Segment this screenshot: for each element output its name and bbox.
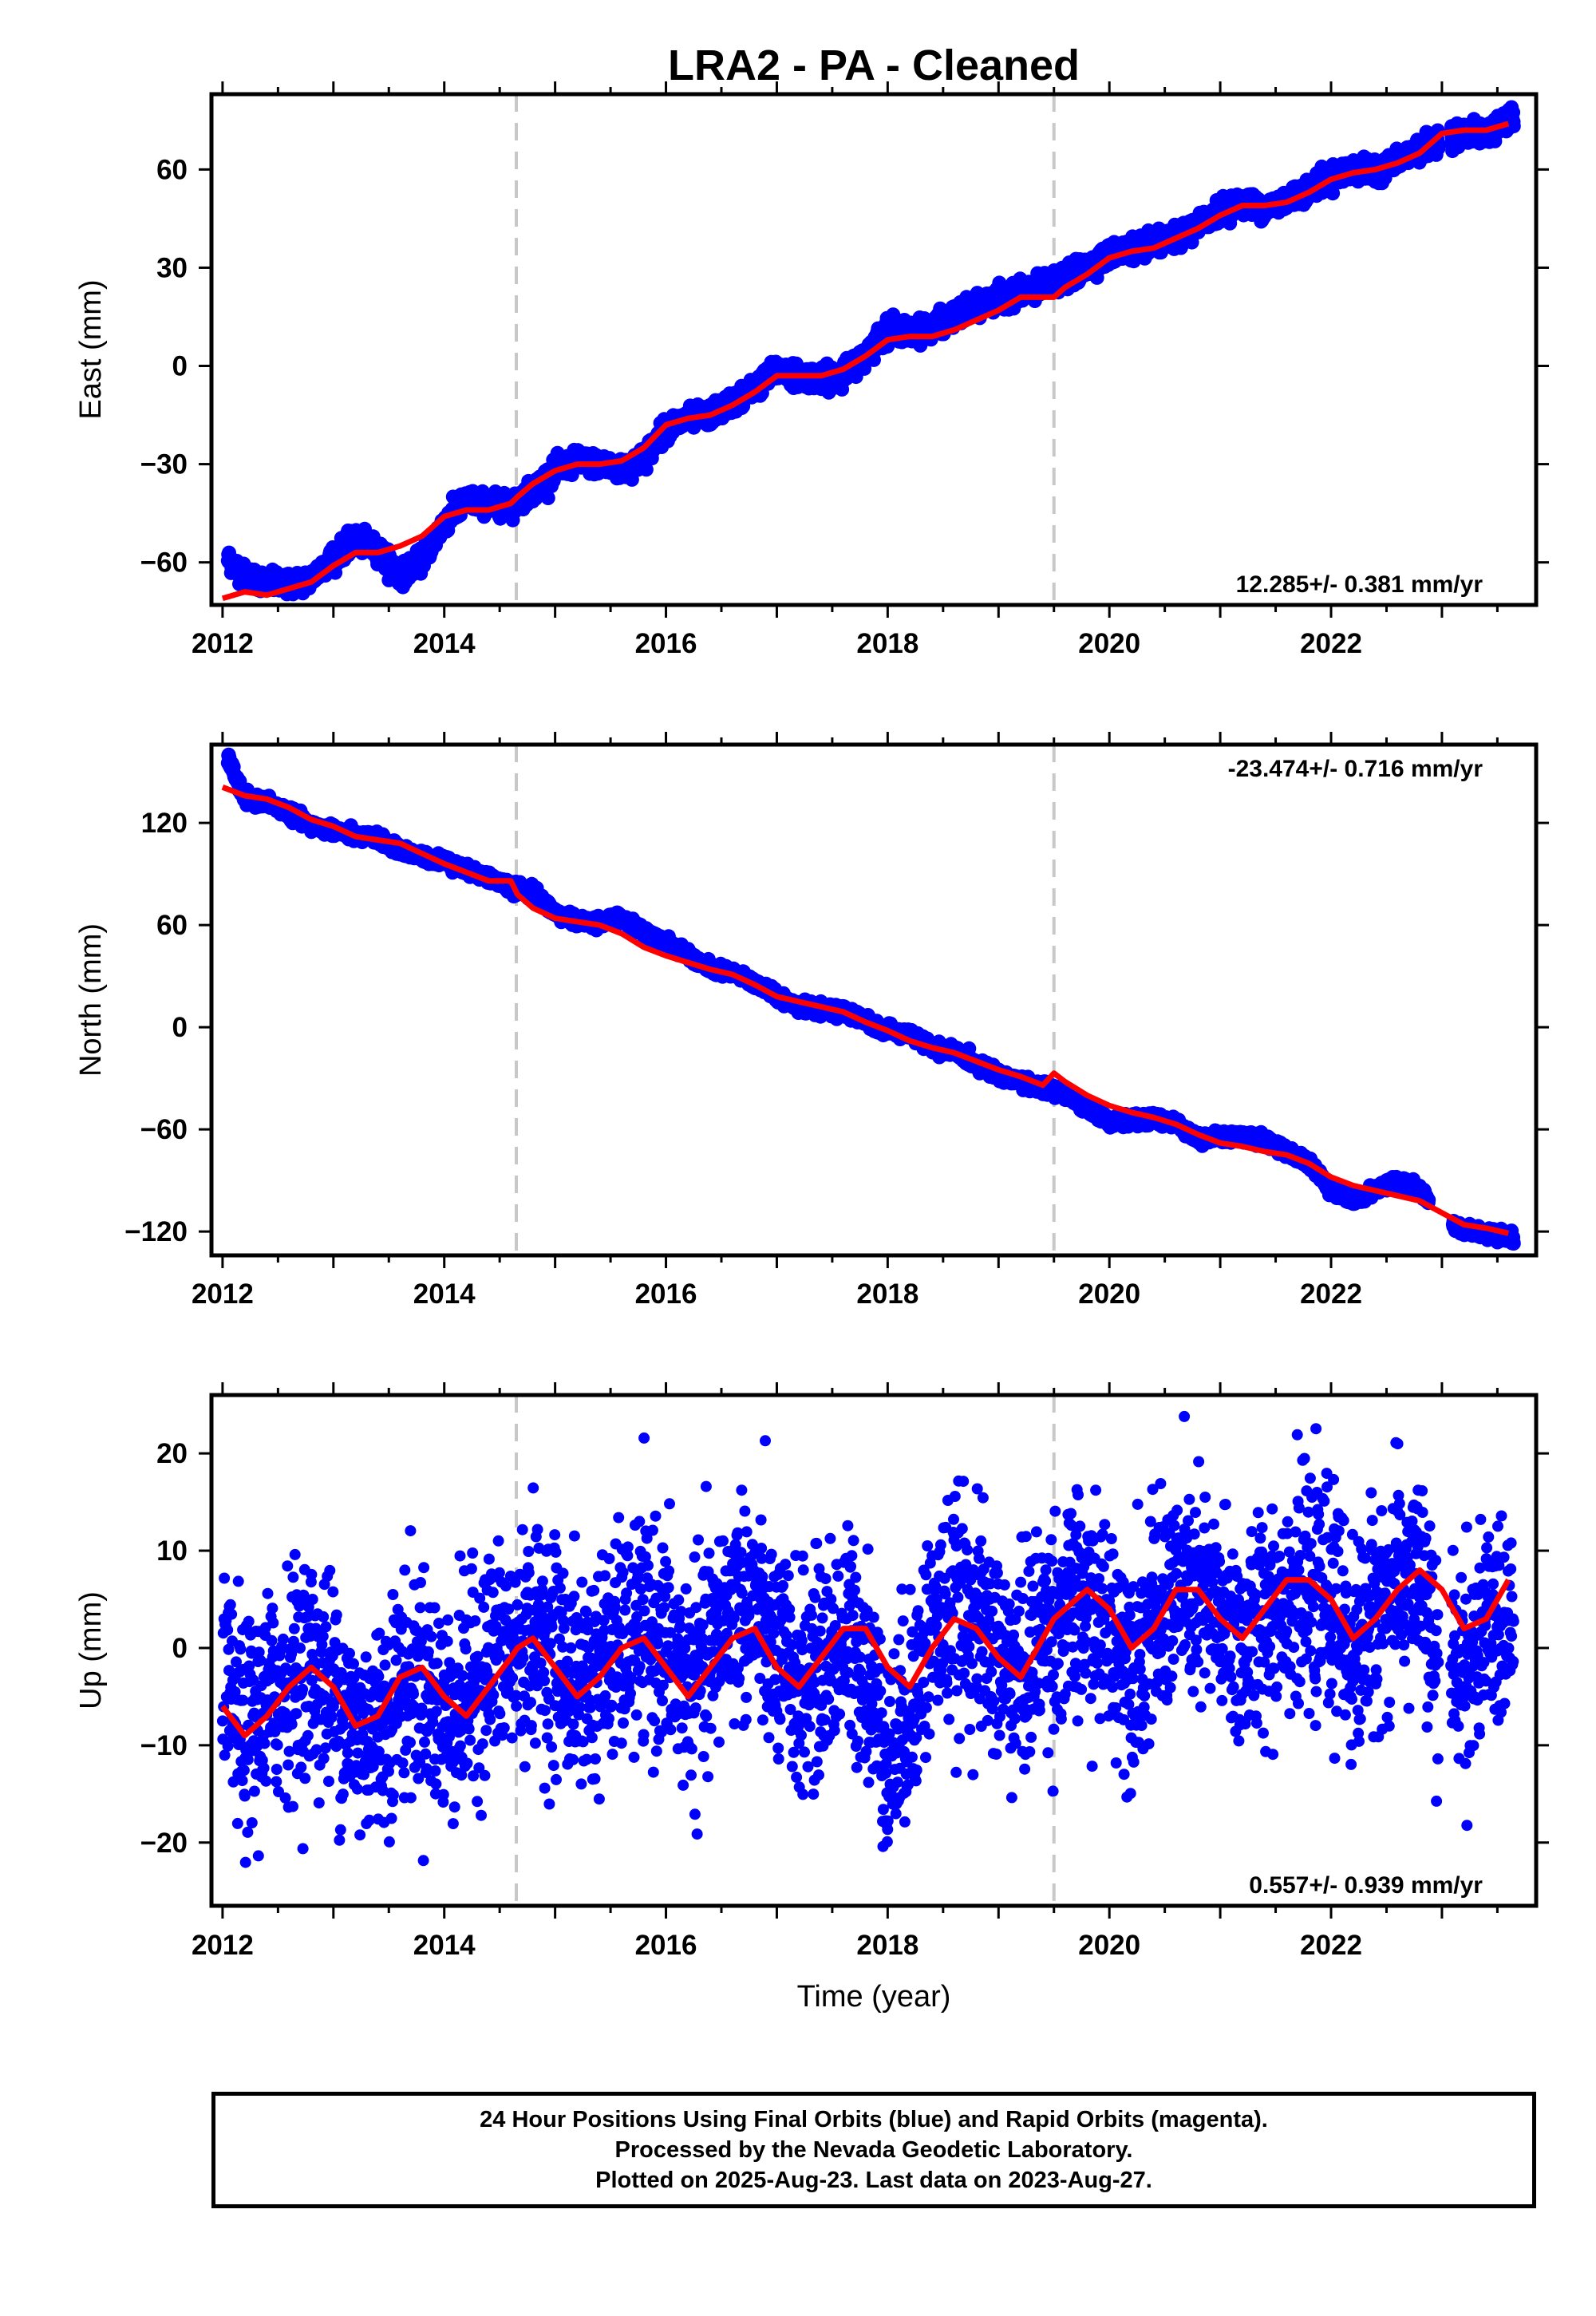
y-tick-label: 60 xyxy=(156,154,188,185)
panel-east: 2012 2014 2016 2018 2020 2022 −60 −30 0 30 60 East … xyxy=(74,81,1549,659)
data-point xyxy=(1506,119,1521,134)
x-tick-label: 2022 xyxy=(1300,628,1362,659)
plot-area xyxy=(220,747,1521,1251)
y-tick-label: −30 xyxy=(140,449,188,480)
series-model-fit xyxy=(221,121,1510,602)
x-tick-label: 2018 xyxy=(856,628,918,659)
data-point xyxy=(1431,140,1446,156)
panels: 2012 2014 2016 2018 2020 2022 −60 −30 0 30 60 East … xyxy=(74,81,1549,1961)
plot-area xyxy=(220,100,1521,602)
velocity-annotation: 12.285+/- 0.381 mm/yr xyxy=(1236,571,1483,598)
y-axis-label: East (mm) xyxy=(74,279,108,419)
y-tick-label: −60 xyxy=(140,547,188,579)
panel-north: 2012 2014 2016 2018 2020 2022−120−60060120Nor… xyxy=(74,732,1549,1310)
y-tick-label: 30 xyxy=(156,252,188,283)
x-tick-label: 2020 xyxy=(1078,628,1140,659)
panel-frame xyxy=(209,92,1539,607)
data-point xyxy=(638,462,654,477)
x-tick-label: 2016 xyxy=(635,628,697,659)
x-tick-label: 2012 xyxy=(192,628,254,659)
series-final-orbits xyxy=(220,747,1521,1251)
y-tick-label: 0 xyxy=(172,351,188,382)
x-tick-label: 2014 xyxy=(413,628,476,659)
chart-title: LRA2 - PA - Cleaned xyxy=(668,41,1080,89)
x-axis-label: Time (year) xyxy=(797,1980,951,2014)
data-point xyxy=(540,491,555,505)
